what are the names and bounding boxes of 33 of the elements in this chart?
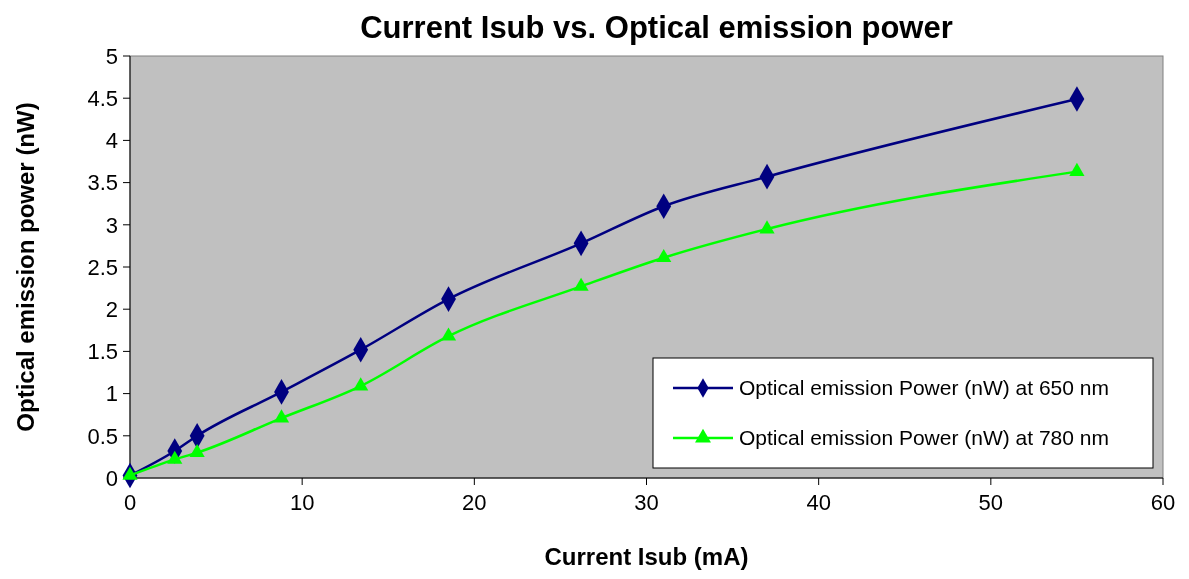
x-tick-label: 10 (289, 490, 315, 515)
point (440, 327, 457, 341)
chart-title: Current Isub vs. Optical emission power (360, 10, 953, 45)
y-axis-title: Optical emission power (nW) (12, 102, 39, 432)
x-axis-title: Current Isub (mA) (544, 543, 749, 570)
x-tick-label: 40 (806, 490, 831, 515)
y-tick-label: 3.5 (87, 170, 118, 196)
legend-label: Optical emission Power (nW) at 780 nm (739, 426, 1109, 450)
y-tick-label: 1 (105, 381, 118, 407)
x-tick-label: 60 (1150, 490, 1176, 515)
y-tick-label: 5 (105, 43, 118, 69)
y-tick-label: 3 (105, 212, 118, 238)
point (273, 409, 290, 423)
point (189, 443, 205, 458)
y-tick-label: 2 (105, 296, 118, 322)
point (573, 277, 589, 291)
x-tick-label: 50 (978, 490, 1004, 515)
point (759, 220, 775, 234)
y-tick-label: 2.5 (87, 254, 118, 280)
y-tick-label: 0 (105, 465, 118, 491)
y-tick-label: 0.5 (87, 423, 118, 449)
point (122, 466, 138, 480)
y-tick-label: 4 (105, 128, 118, 154)
x-tick-label: 0 (123, 490, 137, 515)
legend-label: Optical emission Power (nW) at 650 nm (739, 376, 1109, 400)
point (167, 450, 183, 464)
x-tick-label: 30 (634, 490, 659, 515)
point (353, 377, 369, 391)
point (656, 248, 672, 263)
y-tick-label: 4.5 (87, 85, 118, 111)
x-tick-label: 20 (462, 490, 487, 515)
y-tick-label: 1.5 (87, 339, 118, 365)
point (1069, 162, 1085, 177)
